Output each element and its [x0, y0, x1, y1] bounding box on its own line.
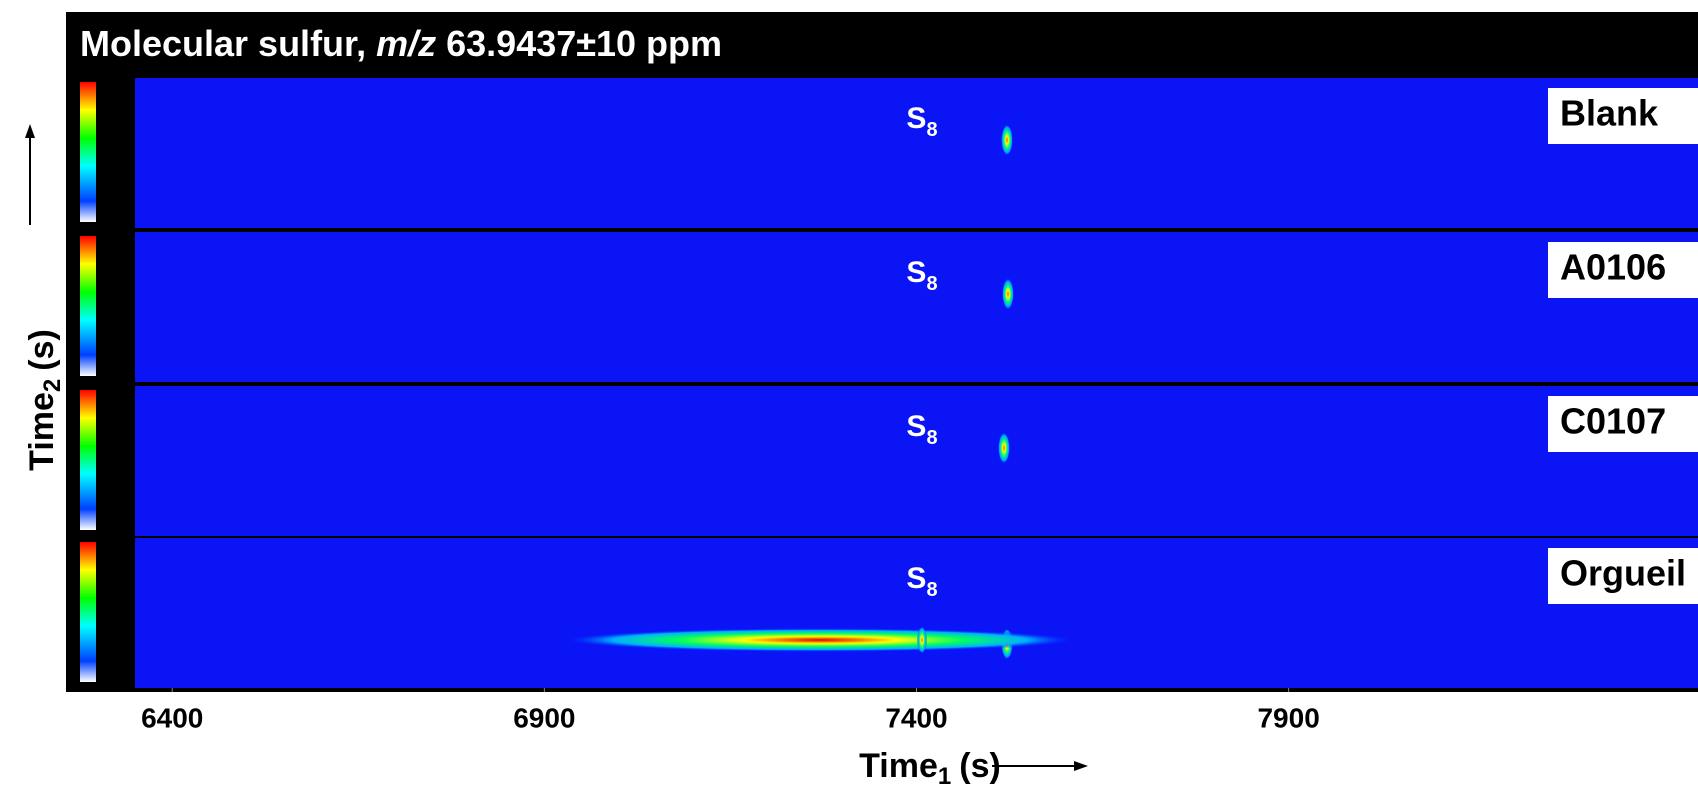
- heatmap-panel: [135, 386, 1698, 536]
- peak-label-sub: 8: [926, 119, 937, 141]
- peak-smear: [560, 628, 1080, 652]
- chart-title: Molecular sulfur, m/z 63.9437±10 ppm: [80, 16, 1080, 72]
- colorbar: [80, 82, 96, 222]
- heatmap-panel: [135, 78, 1698, 228]
- title-box: Molecular sulfur, m/z 63.9437±10 ppm: [80, 16, 1080, 72]
- peak-label-text: S: [906, 410, 926, 443]
- peak-spot: [1002, 278, 1014, 310]
- peak-label-sub: 8: [926, 579, 937, 601]
- panel-label-box: [1548, 242, 1698, 298]
- x-tick-label: 7900: [1257, 702, 1319, 733]
- y-label-text: Time: [23, 392, 61, 471]
- y-axis-label: Time2 (s): [23, 329, 66, 471]
- peak-label: S8: [906, 410, 937, 449]
- peak-spot: [998, 432, 1010, 464]
- title-part: 63.9437±10 ppm: [446, 23, 723, 64]
- peak-label-sub: 8: [926, 273, 937, 295]
- x-tick-label: 6400: [141, 702, 203, 733]
- heatmap-panel: [135, 538, 1698, 688]
- peak-label: S8: [906, 102, 937, 141]
- heatmap-panel: [135, 232, 1698, 382]
- panel-label-box: [1548, 548, 1698, 604]
- panel-label: Blank: [1560, 93, 1659, 134]
- peak-label: S8: [906, 562, 937, 601]
- panel-label: C0107: [1560, 401, 1666, 442]
- panel-label: Orgueil: [1560, 553, 1686, 594]
- panel-label-box: [1548, 396, 1698, 452]
- y-label-group: Time2 (s): [23, 329, 66, 471]
- peak-label-text: S: [906, 562, 926, 595]
- x-label-text: Time: [859, 747, 938, 785]
- title-part: m/z: [376, 23, 437, 64]
- colorbar: [80, 236, 96, 376]
- x-arrow-head: [1074, 761, 1088, 771]
- y-label-sub: 2: [39, 379, 66, 392]
- peak-label: S8: [906, 256, 937, 295]
- colorbar: [80, 390, 96, 530]
- peak-spot: [917, 626, 927, 654]
- peak-spot: [1001, 124, 1013, 156]
- peak-label-sub: 8: [926, 427, 937, 449]
- x-tick-label: 6900: [513, 702, 575, 733]
- x-label-group: Time1 (s): [859, 747, 1001, 790]
- panel-label: A0106: [1560, 247, 1666, 288]
- x-label-sub: 1: [938, 763, 951, 790]
- x-tick-label: 7400: [885, 702, 947, 733]
- y-arrow-head: [25, 124, 35, 138]
- title-part: Molecular sulfur,: [80, 23, 367, 64]
- peak-label-text: S: [906, 256, 926, 289]
- panel-label-box: [1548, 88, 1698, 144]
- colorbar: [80, 542, 96, 682]
- peak-label-text: S: [906, 102, 926, 135]
- y-label-unit: (s): [23, 329, 61, 371]
